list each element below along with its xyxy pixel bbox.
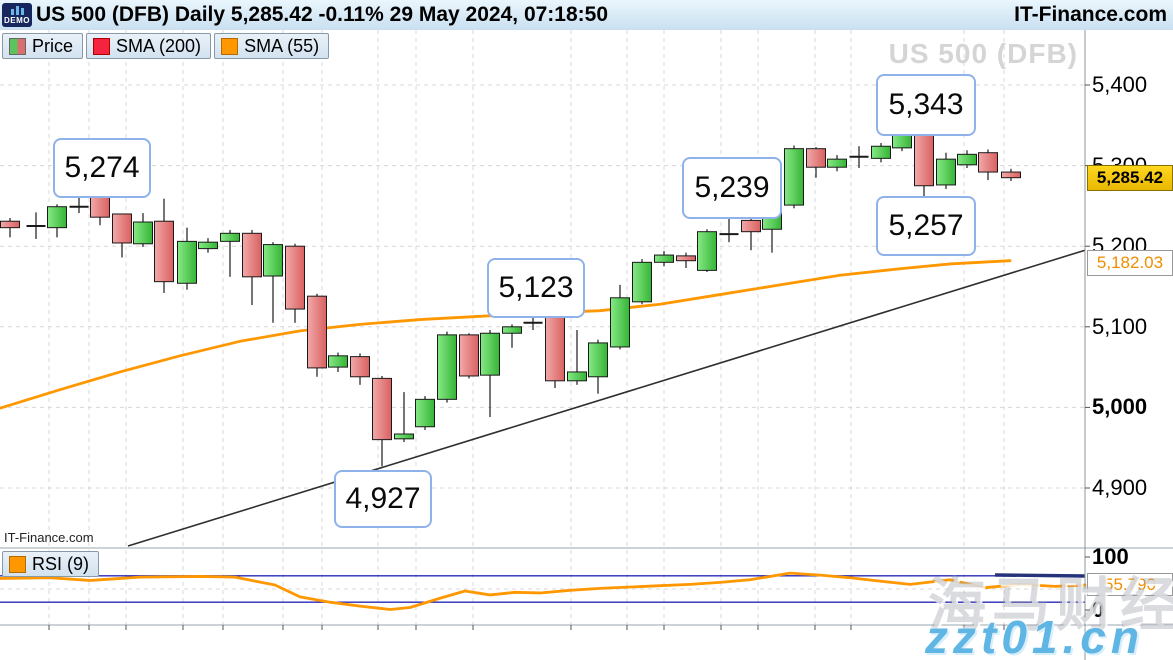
candle	[307, 293, 327, 377]
price-callout[interactable]: 4,927	[334, 470, 432, 528]
candle	[1001, 168, 1021, 181]
candle	[372, 375, 392, 467]
legend-price-chip[interactable]: Price	[2, 33, 84, 59]
candle	[47, 204, 67, 238]
candle	[610, 284, 630, 350]
candle	[285, 243, 305, 323]
title-bar: DEMO US 500 (DFB) Daily 5,285.42 -0.11% …	[0, 0, 1173, 31]
candle	[588, 339, 608, 394]
rsi-tick-label: 0	[1092, 597, 1105, 622]
rsi-line[interactable]	[0, 571, 1087, 611]
candle	[26, 212, 46, 239]
candle	[198, 238, 218, 253]
candle	[914, 126, 934, 201]
trendline[interactable]	[127, 249, 1086, 547]
logo-text: DEMO	[4, 16, 30, 25]
candle	[415, 396, 435, 430]
candle	[567, 330, 587, 385]
candle	[871, 143, 891, 163]
legend-rsi-chip[interactable]: RSI (9)	[2, 551, 100, 577]
rsi-series-icon	[9, 555, 26, 573]
legend-rsi-label: RSI (9)	[32, 553, 90, 574]
candle	[545, 308, 565, 389]
candle	[978, 149, 998, 181]
price-series-icon	[9, 37, 26, 55]
candle	[806, 147, 826, 178]
legend-price-label: Price	[32, 35, 74, 56]
price-tick-label: 5,000	[1092, 394, 1148, 420]
price-callout[interactable]: 5,239	[682, 157, 782, 219]
price-callout[interactable]: 5,274	[53, 138, 151, 198]
sma200-series-icon	[93, 37, 111, 55]
legend-sma200-label: SMA (200)	[116, 35, 202, 56]
price-tick-label: 5,100	[1092, 313, 1148, 339]
candle	[177, 227, 197, 290]
price-tick-label: 4,900	[1092, 475, 1148, 500]
cn-watermark: 海马财经	[928, 573, 1173, 638]
candle	[394, 392, 414, 443]
candle	[263, 242, 283, 323]
candle	[437, 331, 457, 403]
price-callout[interactable]: 5,257	[876, 196, 976, 256]
price-callout[interactable]: 5,123	[487, 258, 585, 318]
candle	[827, 155, 847, 172]
candle	[350, 353, 370, 385]
candle	[112, 213, 132, 258]
legend-sma200-chip[interactable]: SMA (200)	[86, 33, 212, 59]
candle	[697, 229, 717, 272]
price-callout[interactable]: 5,343	[876, 74, 976, 136]
candle	[784, 145, 804, 209]
sma55-series-icon	[221, 37, 239, 55]
candle	[957, 150, 977, 169]
site-watermark-small: IT-Finance.com	[4, 530, 94, 545]
demo-logo-icon: DEMO	[2, 3, 32, 27]
candle	[242, 230, 262, 306]
rsi-value-badge: 55.790	[1087, 573, 1173, 596]
candle	[220, 230, 240, 277]
candle	[849, 146, 869, 169]
candle	[719, 214, 739, 243]
candle	[154, 198, 174, 293]
rsi-legend: RSI (9)	[2, 551, 100, 577]
chart-area[interactable]: Price SMA (200) SMA (55) RSI (9) US 500 …	[0, 30, 1173, 660]
brand-link[interactable]: IT-Finance.com	[1014, 3, 1167, 26]
legend-sma55-chip[interactable]: SMA (55)	[214, 33, 330, 59]
candle	[459, 333, 479, 379]
price-tick-label: 5,400	[1092, 72, 1148, 97]
candle	[936, 152, 956, 189]
sma55-value-badge: 5,182.03	[1087, 250, 1173, 276]
candlestick-logo-icon	[10, 6, 24, 15]
rsi-tick-label: 100	[1092, 544, 1129, 569]
candle	[632, 259, 652, 305]
legend-sma55-label: SMA (55)	[244, 35, 320, 56]
instrument-watermark: US 500 (DFB)	[888, 38, 1078, 69]
candle	[676, 252, 696, 268]
candle	[328, 352, 348, 372]
candle	[0, 217, 20, 238]
rsi-highlight-segment	[994, 573, 1086, 578]
candle	[480, 330, 500, 418]
candle	[133, 213, 153, 248]
candle	[502, 324, 522, 348]
main-legend: Price SMA (200) SMA (55)	[2, 33, 330, 59]
instrument-title: US 500 (DFB) Daily 5,285.42 -0.11% 29 Ma…	[36, 3, 609, 26]
site-watermark-blue: zzt01.cn	[925, 611, 1144, 660]
last-price-badge: 5,285.42	[1087, 165, 1173, 191]
candle	[654, 251, 674, 267]
candle	[741, 216, 761, 251]
